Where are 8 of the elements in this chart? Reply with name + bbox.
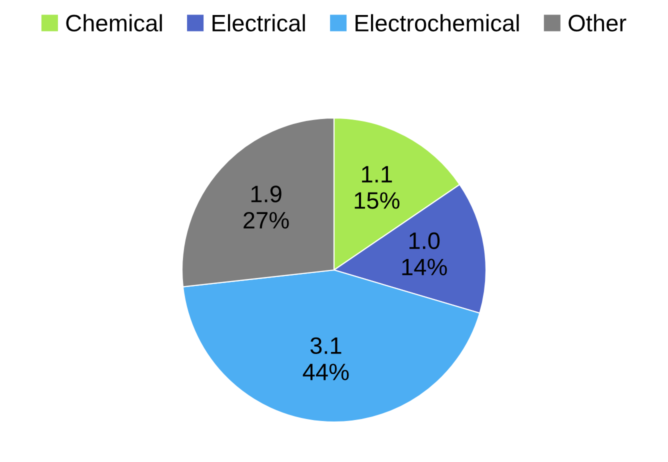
legend-label: Electrochemical	[356, 14, 519, 32]
data-label: 1.9 27%	[244, 186, 289, 229]
data-label: 1.0 14%	[402, 232, 447, 276]
legend-label: Chemical	[66, 14, 162, 32]
data-label: 3.1 44%	[302, 337, 349, 380]
legend-label: Electrical	[212, 14, 305, 32]
data-label: 1.1 15%	[354, 166, 400, 209]
legend-label: Other	[568, 14, 626, 32]
